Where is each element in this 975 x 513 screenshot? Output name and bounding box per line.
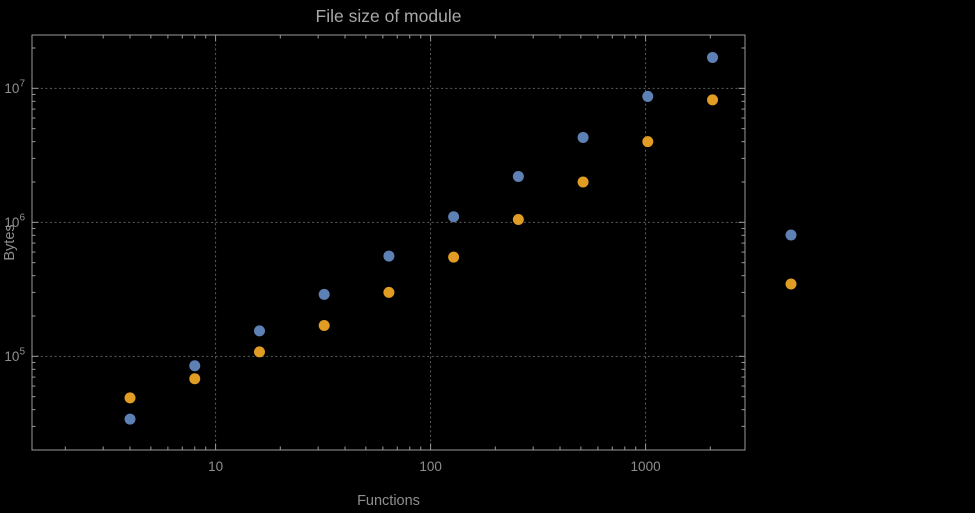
plot-frame xyxy=(31,34,746,451)
y-tick-label: 106 xyxy=(4,212,25,230)
data-point xyxy=(253,325,265,337)
series-2 xyxy=(124,94,719,404)
y-axis-label: Bytes xyxy=(2,224,18,260)
x-tick-label: 100 xyxy=(419,459,442,474)
x-axis-label: Functions xyxy=(357,493,420,509)
legend-marker xyxy=(785,229,797,241)
data-point xyxy=(448,251,460,263)
data-point xyxy=(642,136,654,148)
plot-frame-group xyxy=(31,34,746,451)
legend-markers xyxy=(785,229,797,290)
data-point xyxy=(577,176,589,188)
data-point xyxy=(642,90,654,102)
data-point xyxy=(318,288,330,300)
axis-tick-marks xyxy=(32,35,745,450)
legend-marker xyxy=(785,278,797,290)
x-tick-label: 10 xyxy=(208,459,223,474)
data-point xyxy=(512,213,524,225)
chart-title: File size of module xyxy=(316,6,462,26)
data-point xyxy=(189,360,201,372)
data-point xyxy=(448,211,460,223)
gridlines xyxy=(31,34,746,451)
data-point xyxy=(383,286,395,298)
series-1 xyxy=(124,51,719,425)
y-tick-label: 107 xyxy=(4,78,25,96)
data-point xyxy=(707,94,719,106)
y-tick-label: 105 xyxy=(4,346,25,364)
data-point xyxy=(707,51,719,63)
x-tick-labels: 10 100 1000 xyxy=(208,459,661,474)
data-point xyxy=(512,170,524,182)
data-point xyxy=(318,319,330,331)
data-point xyxy=(124,392,136,404)
x-tick-label: 1000 xyxy=(631,459,661,474)
data-point xyxy=(383,250,395,262)
data-point xyxy=(577,131,589,143)
data-point xyxy=(124,413,136,425)
data-point xyxy=(189,373,201,385)
y-tick-labels: 105 106 107 xyxy=(4,78,25,364)
data-point xyxy=(253,346,265,358)
data-series xyxy=(124,51,719,425)
